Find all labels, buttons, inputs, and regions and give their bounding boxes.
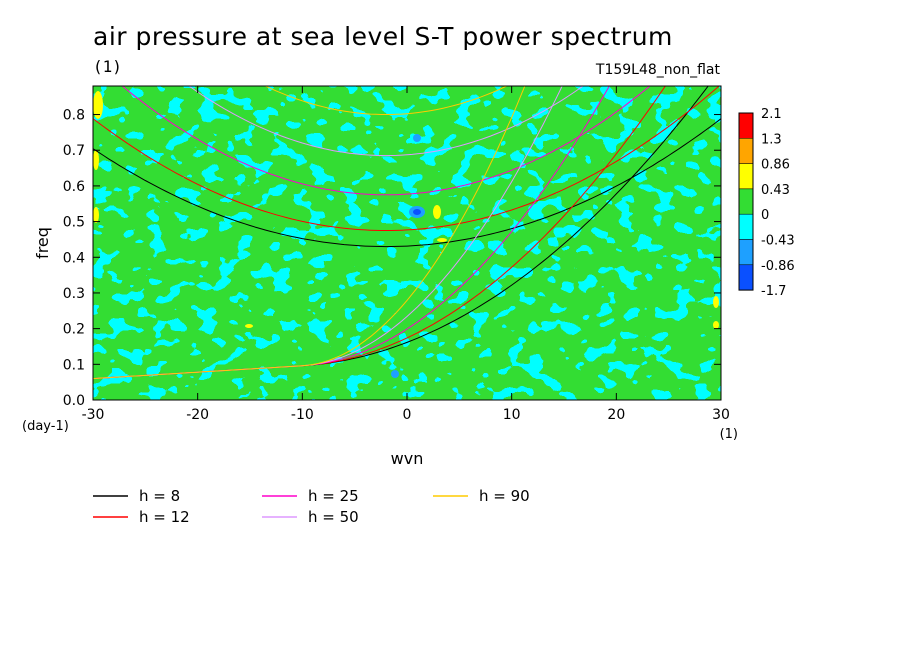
field-contours: [93, 86, 721, 400]
colorbar-swatch: [738, 239, 754, 266]
legend-label-3: h = 25: [308, 487, 359, 505]
field-spot-yellow: [437, 238, 447, 242]
field-spot-yellow: [713, 321, 719, 329]
top-units-label: (1): [93, 57, 122, 76]
y-unit-label: (day-1): [22, 419, 69, 434]
colorbar-frame: [738, 112, 754, 291]
dispersion-arc-1: [93, 118, 721, 248]
colorbar-swatch: [738, 264, 754, 291]
colorbar-swatch: [738, 112, 754, 139]
field-spot-blue: [413, 134, 421, 142]
field-spot-yellow: [93, 207, 99, 223]
y-axis-label: freq: [33, 227, 52, 259]
dispersion-arc-5: [264, 86, 508, 115]
dispersion-branch-5: [93, 86, 526, 380]
x-tick-label: -10: [291, 407, 314, 423]
field-spot-yellow: [93, 150, 99, 170]
colorbar-swatch: [738, 138, 754, 164]
colorbar-level-label: 1.3: [761, 132, 782, 147]
colorbar-level-label: -0.86: [761, 259, 795, 274]
x-tick-label: 10: [503, 407, 521, 423]
x-tick-label: 0: [403, 407, 412, 423]
x-axis-label: wvn: [391, 449, 424, 468]
x-tick-label: -20: [186, 407, 209, 423]
field-spot-blue: [391, 370, 399, 378]
colorbar-level-label: -0.43: [761, 234, 795, 249]
legend-label-2: h = 12: [139, 508, 190, 526]
colorbar-level-label: -1.7: [761, 284, 786, 299]
chart-title: air pressure at sea level S-T power spec…: [93, 22, 673, 51]
dispersion-arc-2: [93, 86, 720, 231]
dispersion-arc-3: [121, 86, 651, 196]
y-tick-label: 0.3: [63, 286, 85, 302]
colorbar-swatch: [738, 163, 754, 190]
x-tick-label: 20: [607, 407, 625, 423]
colorbar-level-label: 2.1: [761, 107, 782, 122]
y-tick-label: 0.7: [63, 143, 85, 159]
colorbar-level-label: 0.43: [761, 183, 790, 198]
field-spot-yellow: [713, 296, 719, 308]
y-tick-label: 0.0: [63, 393, 85, 409]
colorbar-level-label: 0: [761, 208, 769, 223]
y-tick-label: 0.1: [63, 357, 85, 373]
legend-label-1: h = 8: [139, 487, 180, 505]
colorbar-swatch: [738, 213, 754, 240]
x-unit-label: (1): [720, 427, 738, 442]
y-tick-label: 0.4: [63, 250, 85, 266]
y-tick-label: 0.8: [63, 108, 85, 124]
legend-label-5: h = 90: [479, 487, 530, 505]
field-spot-dark-blue: [413, 209, 421, 215]
x-tick-label: -30: [82, 407, 105, 423]
colorbar-swatch: [738, 188, 754, 215]
field-spot-yellow: [93, 91, 103, 119]
x-tick-label: 30: [712, 407, 730, 423]
colorbar-level-label: 0.86: [761, 158, 790, 173]
field-spot-yellow: [245, 324, 253, 328]
y-tick-label: 0.6: [63, 179, 85, 195]
experiment-label: T159L48_non_flat: [595, 62, 720, 78]
spectrum-field: [93, 86, 721, 400]
field-spot-yellow: [433, 205, 441, 219]
y-tick-label: 0.2: [63, 322, 85, 338]
y-tick-label: 0.5: [63, 215, 85, 231]
legend-label-4: h = 50: [308, 508, 359, 526]
